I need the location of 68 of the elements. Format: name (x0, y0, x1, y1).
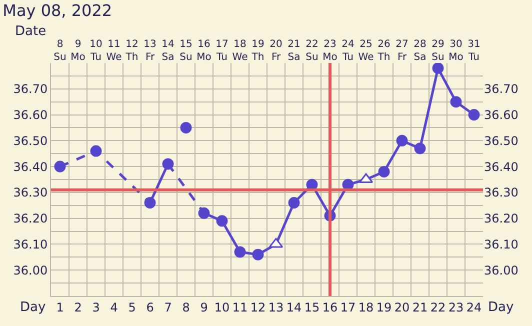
x-tick-label: 20 (394, 300, 410, 314)
x-tick-label: 4 (110, 300, 118, 314)
y2-tick-label: 36.10 (484, 237, 518, 252)
x-tick-label: 3 (92, 300, 100, 314)
x-tick-label: 10 (214, 300, 230, 314)
x-tick-label: 16 (322, 300, 338, 314)
x2-tick-label: 19 Th (250, 39, 264, 63)
x2-tick-label: 13 Fr (144, 39, 156, 63)
x-tick-label: 21 (412, 300, 428, 314)
x-tick-label: 15 (304, 300, 320, 314)
x2-tick-label: 16 Mo (196, 39, 212, 63)
x-tick-label: 13 (268, 300, 284, 314)
x2-tick-label: 26 Th (376, 39, 390, 63)
x-tick-label: 17 (340, 300, 356, 314)
x-tick-label: 9 (200, 300, 208, 314)
x-tick-label: 23 (448, 300, 464, 314)
x-tick-label: 8 (182, 300, 190, 314)
x2-tick-label: 9 Mo (70, 39, 86, 63)
y2-tick-label: 36.60 (484, 108, 518, 122)
x2-tick-label: 24 Tu (342, 39, 354, 63)
y-tick-label: 36.20 (13, 212, 48, 226)
x2-tick-label: 31 Tu (468, 39, 480, 63)
y-tick-label: 36.60 (13, 108, 48, 122)
x-tick-label: 24 (466, 300, 482, 314)
x-tick-label: 5 (128, 300, 136, 314)
y2-tick-label: 36.30 (484, 186, 518, 200)
x-tick-label: 2 (74, 300, 82, 314)
x-axis-title: Day (20, 300, 46, 315)
x2-tick-label: 10 Tu (90, 39, 102, 63)
x2-tick-label: 30 Mo (448, 39, 464, 63)
x2-tick-label: 20 Fr (270, 39, 282, 63)
chart-title: May 08, 2022 (2, 1, 112, 20)
x2-tick-label: 25 We (358, 39, 374, 63)
x2-tick-label: 15 Su (180, 39, 192, 63)
y2-tick-label: 36.50 (484, 134, 518, 148)
x-tick-label: 11 (232, 300, 248, 314)
y-tick-label: 36.40 (13, 160, 48, 174)
x-tick-label: 1 (56, 300, 64, 314)
x2-tick-label: 18 We (232, 39, 248, 63)
y2-tick-label: 36.70 (484, 82, 518, 96)
x-tick-label: 7 (164, 300, 172, 314)
x2-tick-label: 22 Su (306, 39, 318, 63)
y-tick-label: 36.70 (13, 82, 48, 96)
y-tick-label: 36.30 (13, 186, 48, 200)
x2-tick-label: 17 Tu (216, 39, 228, 63)
x2-tick-label: 14 Sa (162, 39, 174, 63)
x2-tick-label: 27 Fr (396, 39, 408, 63)
y2-tick-label: 36.20 (484, 212, 518, 226)
y-tick-label: 36.10 (13, 237, 48, 252)
x2-tick-label: 11 We (106, 39, 122, 63)
x-tick-label: 6 (146, 300, 154, 314)
x-tick-label: 12 (250, 300, 266, 314)
x-tick-label: 14 (286, 300, 302, 314)
x-tick-label: 18 (358, 300, 374, 314)
x2-tick-label: 21 Sa (288, 39, 300, 63)
x2-tick-label: 12 Th (124, 39, 138, 63)
text: Day (488, 300, 514, 315)
y-tick-label: 36.50 (13, 134, 48, 148)
y2-tick-label: 36.00 (484, 263, 518, 278)
x2-tick-label: 28 Sa (414, 39, 426, 63)
x2-tick-label: 23 Mo (322, 39, 338, 63)
x2-tick-label: 29 Su (432, 39, 444, 63)
y2-tick-label: 36.40 (484, 160, 518, 174)
y-tick-label: 36.00 (13, 263, 48, 278)
x-tick-label: 19 (376, 300, 392, 314)
x2-tick-label: 8 Su (54, 39, 66, 63)
x-tick-label: 22 (430, 300, 446, 314)
x2-axis-title: Date (15, 24, 46, 39)
